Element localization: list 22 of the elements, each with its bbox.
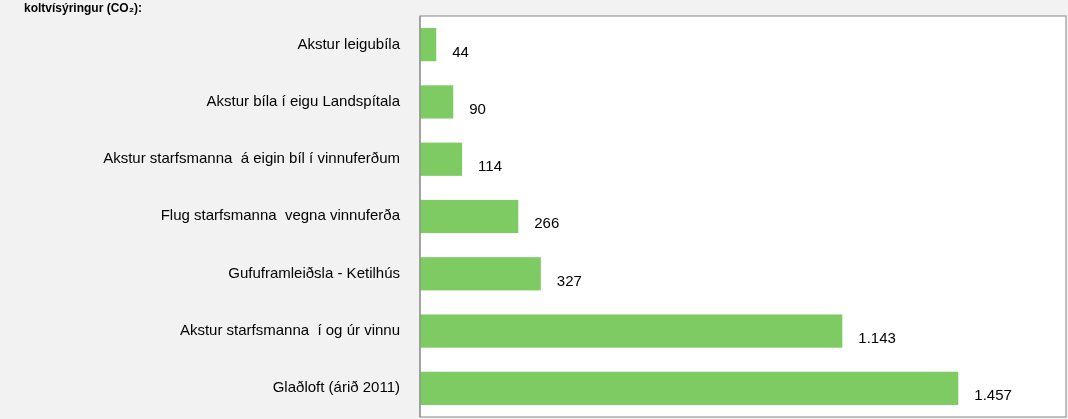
bar	[420, 85, 454, 119]
bar	[420, 28, 437, 62]
data-label: 266	[534, 214, 560, 232]
data-label: 1.457	[974, 386, 1012, 404]
bar	[420, 199, 519, 234]
data-label: 1.143	[858, 329, 896, 347]
y-tick-label: Flug starfsmanna vegna vinnuferða	[160, 206, 401, 224]
bar	[420, 257, 541, 291]
text: koltvísýringur (CO₂):	[24, 1, 143, 15]
y-tick-label: Akstur leigubíla	[297, 34, 401, 52]
y-tick-label: Akstur starfsmanna á eigin bíl í vinnuferðum	[103, 149, 400, 167]
bar	[420, 142, 463, 176]
bar	[420, 314, 843, 348]
data-label: 327	[556, 271, 582, 289]
bar	[420, 371, 959, 405]
data-label: 44	[452, 42, 469, 60]
y-tick-label: Akstur starfsmanna í og úr vinnu	[179, 321, 400, 339]
y-tick-label: Glaðloft (árið 2011)	[272, 378, 400, 396]
data-label: 90	[469, 99, 486, 117]
y-tick-label: Gufuframleiðsla - Ketilhús	[228, 263, 400, 281]
y-tick-label: Akstur bíla í eigu Landspítala	[206, 91, 401, 109]
data-label: 114	[478, 157, 503, 175]
